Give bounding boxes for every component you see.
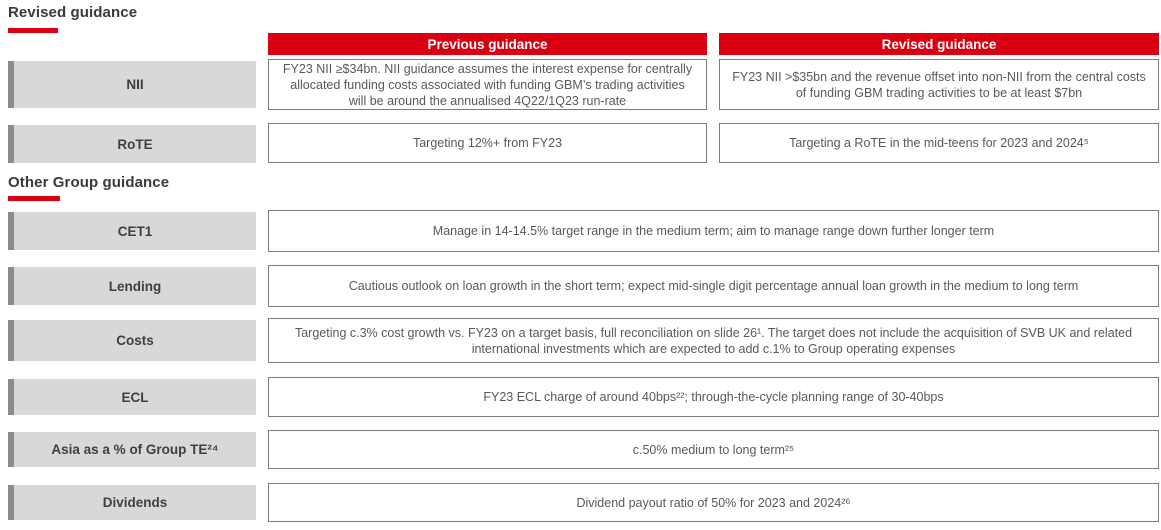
section-title-revised-guidance: Revised guidance xyxy=(8,4,138,21)
red-underline-accent xyxy=(8,28,58,33)
column-header-previous-guidance: Previous guidance xyxy=(268,33,707,55)
row-label-ecl: ECL xyxy=(8,379,256,415)
row-label-nii: NII xyxy=(8,61,256,108)
row-label-rote: RoTE xyxy=(8,125,256,163)
cell-nii-revised: FY23 NII >$35bn and the revenue offset i… xyxy=(719,59,1159,110)
cell-rote-previous: Targeting 12%+ from FY23 xyxy=(268,123,707,163)
red-underline-accent xyxy=(8,196,60,201)
section-title-other-group-guidance: Other Group guidance xyxy=(8,174,170,191)
cell-cet1: Manage in 14-14.5% target range in the m… xyxy=(268,210,1159,252)
cell-rote-revised: Targeting a RoTE in the mid-teens for 20… xyxy=(719,123,1159,163)
row-label-cet1: CET1 xyxy=(8,212,256,250)
cell-dividends: Dividend payout ratio of 50% for 2023 an… xyxy=(268,483,1159,522)
row-label-asia-percent-of-group-te: Asia as a % of Group TE²⁴ xyxy=(8,432,256,467)
row-label-dividends: Dividends xyxy=(8,485,256,520)
cell-ecl: FY23 ECL charge of around 40bps²²; throu… xyxy=(268,377,1159,417)
row-label-costs: Costs xyxy=(8,320,256,361)
cell-costs: Targeting c.3% cost growth vs. FY23 on a… xyxy=(268,318,1159,363)
cell-nii-previous: FY23 NII ≥$34bn. NII guidance assumes th… xyxy=(268,59,707,110)
row-label-lending: Lending xyxy=(8,267,256,305)
cell-lending: Cautious outlook on loan growth in the s… xyxy=(268,265,1159,307)
column-header-revised-guidance: Revised guidance xyxy=(719,33,1159,55)
cell-asia-percent-of-group-te: c.50% medium to long term²⁵ xyxy=(268,430,1159,469)
